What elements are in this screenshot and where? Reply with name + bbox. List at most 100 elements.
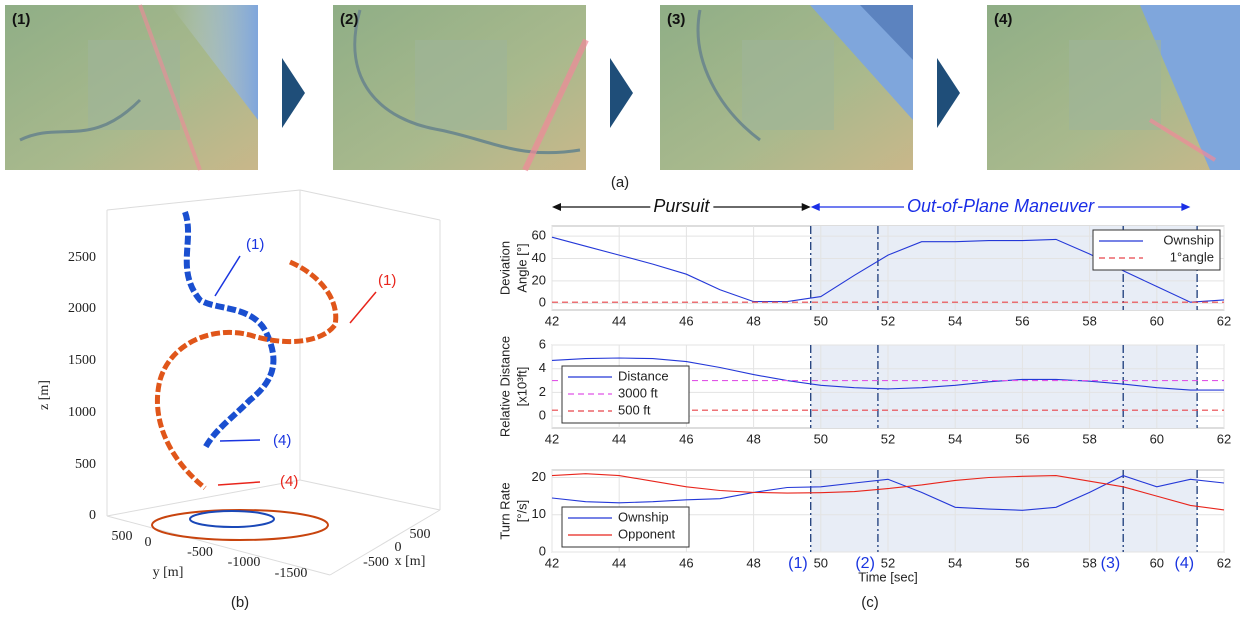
y-axis-label: Deviation bbox=[497, 241, 512, 295]
screenshots: (1) (2) (3) (4) (a) bbox=[5, 4, 1240, 191]
x-tick-label: 54 bbox=[948, 431, 962, 446]
legend-label: Ownship bbox=[1163, 232, 1214, 247]
x-tick-label: 44 bbox=[612, 555, 626, 570]
caption: (a) bbox=[611, 174, 629, 191]
annotation: (4) bbox=[273, 432, 291, 449]
series-line bbox=[551, 475, 1225, 511]
annotation: (1) bbox=[378, 272, 396, 289]
screenshot bbox=[660, 5, 913, 170]
x-tick-label: 56 bbox=[1015, 555, 1029, 570]
x-tick-label: 56 bbox=[1015, 431, 1029, 446]
z-tick-label: 0 bbox=[89, 508, 96, 523]
event-label: (4) bbox=[1175, 555, 1195, 572]
x-tick-label: 54 bbox=[948, 555, 962, 570]
phase-label: Out-of-Plane Maneuver bbox=[907, 196, 1095, 216]
x-tick-label: 44 bbox=[612, 313, 626, 328]
legend-box bbox=[561, 506, 690, 548]
x-tick-label: 42 bbox=[545, 431, 559, 446]
screenshot-label: (1) bbox=[12, 11, 30, 28]
event-label: (1) bbox=[788, 555, 808, 572]
z-tick-label: 1500 bbox=[68, 353, 96, 368]
annotation-arrows bbox=[214, 255, 377, 486]
y-tick-label: 0 bbox=[539, 295, 546, 310]
x-tick-label: 62 bbox=[1217, 431, 1231, 446]
y-tick-label: -500 bbox=[187, 545, 213, 560]
y-axis-label: y [m] bbox=[153, 565, 184, 580]
x-tick-label: 46 bbox=[679, 555, 693, 570]
screenshot bbox=[5, 4, 258, 171]
screenshot-label: (3) bbox=[667, 11, 685, 28]
x-tick-label: 42 bbox=[545, 313, 559, 328]
phase-label-bg bbox=[650, 195, 714, 216]
x-tick-label: 58 bbox=[1082, 431, 1096, 446]
y-tick-label: 20 bbox=[532, 469, 546, 484]
x-tick-label: 60 bbox=[1150, 313, 1164, 328]
z-axis-label: z [m] bbox=[37, 380, 52, 410]
screenshot-label: (4) bbox=[994, 11, 1012, 28]
screenshot-label: (2) bbox=[340, 11, 358, 28]
x-tick-label: 58 bbox=[1082, 555, 1096, 570]
ground-track bbox=[151, 509, 329, 541]
y-tick-label: 0 bbox=[539, 408, 546, 423]
x-tick-label: 42 bbox=[545, 555, 559, 570]
y-tick-label: 0 bbox=[539, 543, 546, 558]
ground-track bbox=[189, 510, 275, 528]
z-tick-label: 500 bbox=[75, 457, 96, 472]
x-tick-label: 50 bbox=[814, 431, 828, 446]
x-tick-label: 48 bbox=[746, 555, 760, 570]
legend-label: 3000 ft bbox=[618, 385, 658, 400]
x-axis-label: Time [sec] bbox=[858, 569, 917, 584]
y-tick-label: 0 bbox=[145, 535, 152, 550]
y-tick-label: 4 bbox=[539, 360, 546, 375]
opponent-trajectory bbox=[154, 259, 339, 490]
x-tick-label: 48 bbox=[746, 431, 760, 446]
y-axis-label: Angle [°] bbox=[514, 243, 529, 292]
x-tick-label: 44 bbox=[612, 431, 626, 446]
x-tick-label: 52 bbox=[881, 313, 895, 328]
3d-box bbox=[106, 189, 441, 576]
z-tick-label: 2500 bbox=[68, 250, 96, 265]
event-label: (2) bbox=[855, 555, 875, 572]
legend-label: Opponent bbox=[618, 526, 675, 541]
ownship-trajectory bbox=[182, 210, 277, 450]
series-line bbox=[551, 473, 1225, 511]
y-axis-label: [x10³ft] bbox=[514, 367, 529, 407]
y-tick-label: 40 bbox=[532, 250, 546, 265]
x-tick-label: 48 bbox=[746, 313, 760, 328]
x-tick-label: 56 bbox=[1015, 313, 1029, 328]
y-axis-label: [°/s] bbox=[514, 500, 529, 523]
caption: (b) bbox=[231, 594, 249, 611]
z-tick-label: 1000 bbox=[68, 405, 96, 420]
caption: (c) bbox=[861, 594, 879, 611]
y-tick-label: 2 bbox=[539, 384, 546, 399]
y-axis-label: Turn Rate bbox=[497, 482, 512, 539]
phase-label: Pursuit bbox=[653, 196, 710, 216]
y-tick-label: -1000 bbox=[228, 555, 261, 570]
x-tick-label: 46 bbox=[679, 313, 693, 328]
x-tick-label: 62 bbox=[1217, 555, 1231, 570]
x-tick-label: 50 bbox=[814, 555, 828, 570]
legend-label: 500 ft bbox=[618, 402, 651, 417]
x-tick-label: 62 bbox=[1217, 313, 1231, 328]
x-tick-label: 60 bbox=[1150, 431, 1164, 446]
x-tick-label: 46 bbox=[679, 431, 693, 446]
annotation: (1) bbox=[246, 236, 264, 253]
screenshot bbox=[987, 5, 1240, 170]
x-tick-label: 500 bbox=[410, 527, 431, 542]
y-tick-label: 60 bbox=[532, 228, 546, 243]
x-tick-label: -500 bbox=[363, 555, 389, 570]
x-tick-label: 58 bbox=[1082, 313, 1096, 328]
chevron bbox=[610, 58, 633, 128]
legend-box bbox=[1092, 229, 1221, 271]
annotation: (4) bbox=[280, 473, 298, 490]
legend-label: 1°angle bbox=[1170, 249, 1214, 264]
y-tick-label: 20 bbox=[532, 272, 546, 287]
legend-label: Ownship bbox=[618, 509, 669, 524]
y-tick-label: 10 bbox=[532, 506, 546, 521]
event-shading bbox=[810, 470, 1198, 552]
x-tick-label: 50 bbox=[814, 313, 828, 328]
y-axis-label: Relative Distance bbox=[497, 336, 512, 437]
plot-3d: (b) bbox=[106, 189, 441, 611]
z-tick-label: 2000 bbox=[68, 301, 96, 316]
